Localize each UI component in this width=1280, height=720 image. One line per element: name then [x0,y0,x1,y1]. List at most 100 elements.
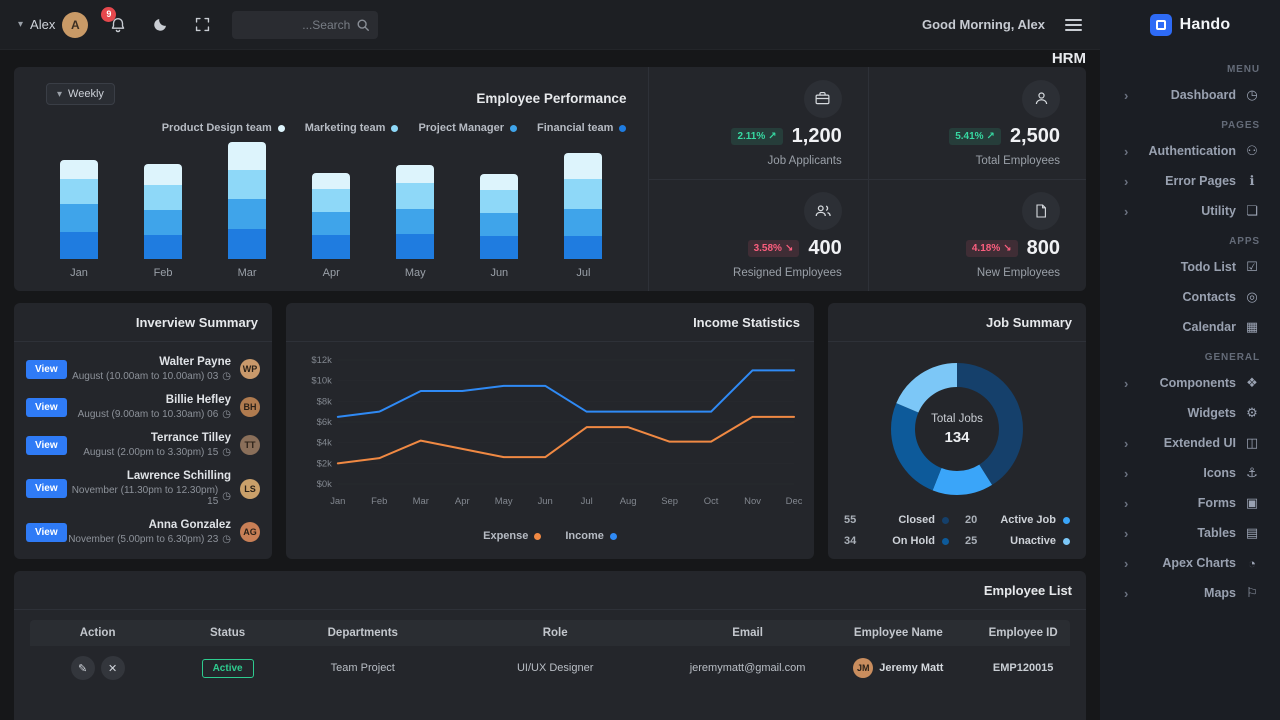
calendar-icon: ▦ [1245,319,1259,334]
legend-label: Marketing team [304,122,386,134]
sidebar-item-todo-list[interactable]: Todo List ☑ [1100,252,1280,282]
delta-badge: 4.18% ↘ [965,240,1018,258]
brand-logo-icon [1149,14,1172,36]
view-button[interactable]: View [26,479,67,499]
bar-segment [144,235,183,260]
interview-schedule: November (5.00pm to 6.30pm) 23 [68,534,219,546]
dark-mode-toggle[interactable] [148,13,172,37]
bar-segment [60,178,98,205]
sidebar-item-error-pages[interactable]: › Error Pages ℹ [1100,166,1280,196]
income-line-chart: $0k $2k $4k $6k $8k $10k $12k Jan Feb Mar Apr May Ju… [311,355,802,507]
x-tick-label: Apr [455,496,470,507]
bar-segment [228,229,267,260]
card-title: Job Summary [828,303,1086,343]
sidebar-item-icons[interactable]: › Icons ⚓ [1100,458,1280,488]
sidebar-item-authentication[interactable]: › Authentication ⚇ [1100,136,1280,166]
sidebar-item-calendar[interactable]: Calendar ▦ [1100,312,1280,342]
chevron-right-icon: › [1124,555,1129,571]
menu-toggle-icon[interactable] [1065,18,1082,31]
sidebar: Hando MENU › Dashboard ◷ PAGES › Authent… [1100,0,1280,720]
y-tick-label: $0k [317,479,333,490]
bar-segment [60,204,98,232]
legend-dot [942,537,949,545]
column-header: Action [79,627,116,640]
legend-value: 34 [844,535,857,548]
briefcase-icon [803,79,842,118]
brand[interactable]: Hando [1100,0,1280,50]
sidebar-item-contacts[interactable]: Contacts ◎ [1100,282,1280,312]
edit-button[interactable]: ✎ [70,656,95,681]
delete-button[interactable]: ✕ [100,656,125,681]
sidebar-item-maps[interactable]: › Maps ⚐ [1100,578,1280,608]
legend-label: Income [565,530,604,543]
employee-id-cell: EMP120015 [992,662,1054,675]
column-header: Role [542,627,568,640]
chevron-right-icon: › [1124,525,1129,541]
sidebar-item-dashboard[interactable]: › Dashboard ◷ [1100,80,1280,110]
x-tick-label: Feb [371,496,387,507]
legend-item: Marketing team [305,122,399,134]
delete-icon: ✕ [107,662,118,675]
chevron-right-icon: › [1124,465,1129,481]
main-column: ▾ Alex A 9 Good Morning, Alex [14,6,1086,720]
notifications-button[interactable]: 9 [101,6,130,37]
avatar: WP [240,359,260,380]
nav-section-label: PAGES [1221,120,1260,131]
x-tick-label: Jun [538,496,553,507]
sidebar-item-label: Components [1159,376,1236,390]
bar-category-label: Feb [153,267,173,280]
bar-stack [60,160,98,260]
sidebar-item-label: Extended UI [1163,436,1236,450]
avatar: BH [240,397,260,418]
sidebar-nav: MENU › Dashboard ◷ PAGES › Authenticatio… [1100,50,1280,720]
sidebar-item-components[interactable]: › Components ❖ [1100,368,1280,398]
sidebar-item-forms[interactable]: › Forms ▣ [1100,488,1280,518]
table-header-row: Action Status Departments Role Email Emp… [30,620,1070,647]
x-tick-label: Jan [330,496,345,507]
period-selector[interactable]: ▾ Weekly [46,83,115,105]
sidebar-item-label: Error Pages [1165,174,1236,188]
bar-column: May [396,164,435,279]
legend-label: Closed [898,514,935,527]
role-cell: UI/UX Designer [516,662,594,675]
stat-label: New Employees [976,267,1060,280]
sidebar-item-label: Widgets [1187,406,1237,420]
sidebar-item-label: Maps [1204,586,1236,600]
bar-column: Feb [144,163,183,280]
fullscreen-button[interactable] [190,13,214,37]
employee-list-card: Employee List Action Status Departments … [14,571,1086,720]
x-tick-label: Oct [704,496,719,507]
sidebar-item-tables[interactable]: › Tables ▤ [1100,518,1280,548]
bar-column: Jun [480,174,519,279]
sidebar-item-label: Calendar [1182,320,1237,334]
performance-chart-section: ▾ Weekly Employee Performance Product De… [14,67,648,291]
legend-value: 55 [844,514,857,527]
stat-label: Job Applicants [767,154,842,167]
view-button[interactable]: View [26,397,67,417]
bar-column: Mar [228,142,267,279]
view-button[interactable]: View [26,522,67,542]
donut-slice-active-job [891,363,1023,496]
sidebar-item-apex-charts[interactable]: › Apex Charts ◔ [1100,548,1280,578]
user-menu[interactable]: ▾ Alex A [18,11,89,38]
sidebar-item-extended-ui[interactable]: › Extended UI ◫ [1100,428,1280,458]
sidebar-item-utility[interactable]: › Utility ❏ [1100,196,1280,226]
interview-schedule: August (9.00am to 10.30am) 06 [77,409,219,421]
search-input[interactable] [232,10,379,39]
view-button[interactable]: View [26,359,67,379]
x-tick-label: Dec [786,496,802,507]
delta-badge: 5.41% ↗ [949,127,1001,145]
notification-badge: 9 [101,6,117,22]
bar-segment [480,190,519,214]
delta-value: 4.18% [971,243,1001,255]
bar-segment [144,184,183,210]
pie-chart-icon: ◔ [1248,555,1256,571]
chevron-right-icon: › [1124,173,1129,189]
view-button[interactable]: View [26,435,67,455]
performance-legend: Product Design team Marketing team Proje… [30,122,632,134]
sidebar-item-widgets[interactable]: Widgets ⚙ [1100,398,1280,428]
donut-center-label: Total Jobs [931,412,983,425]
performance-stats-grid: 2.11% ↗ 1,200 Job Applicants [648,67,1086,292]
bar-segment [60,160,98,179]
stat-resigned-employees: 3.58% ↘ 400 Resigned Employees [649,179,868,291]
